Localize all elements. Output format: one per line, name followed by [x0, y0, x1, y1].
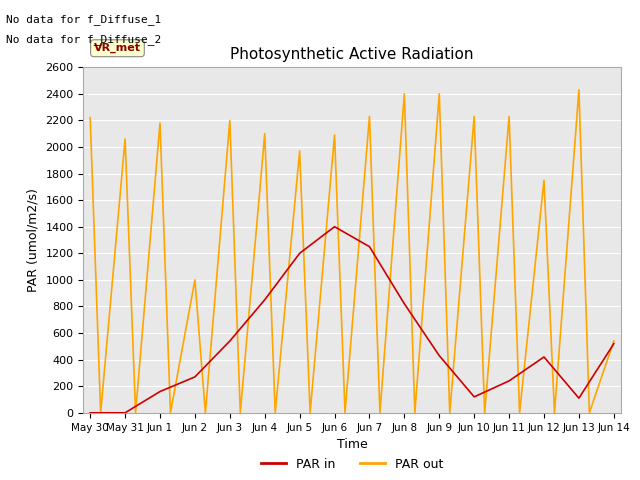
Text: No data for f_Diffuse_2: No data for f_Diffuse_2 — [6, 34, 162, 45]
Y-axis label: PAR (umol/m2/s): PAR (umol/m2/s) — [27, 188, 40, 292]
Title: Photosynthetic Active Radiation: Photosynthetic Active Radiation — [230, 47, 474, 62]
Text: No data for f_Diffuse_1: No data for f_Diffuse_1 — [6, 14, 162, 25]
Legend: PAR in, PAR out: PAR in, PAR out — [255, 453, 449, 476]
Text: VR_met: VR_met — [94, 43, 141, 53]
X-axis label: Time: Time — [337, 438, 367, 451]
